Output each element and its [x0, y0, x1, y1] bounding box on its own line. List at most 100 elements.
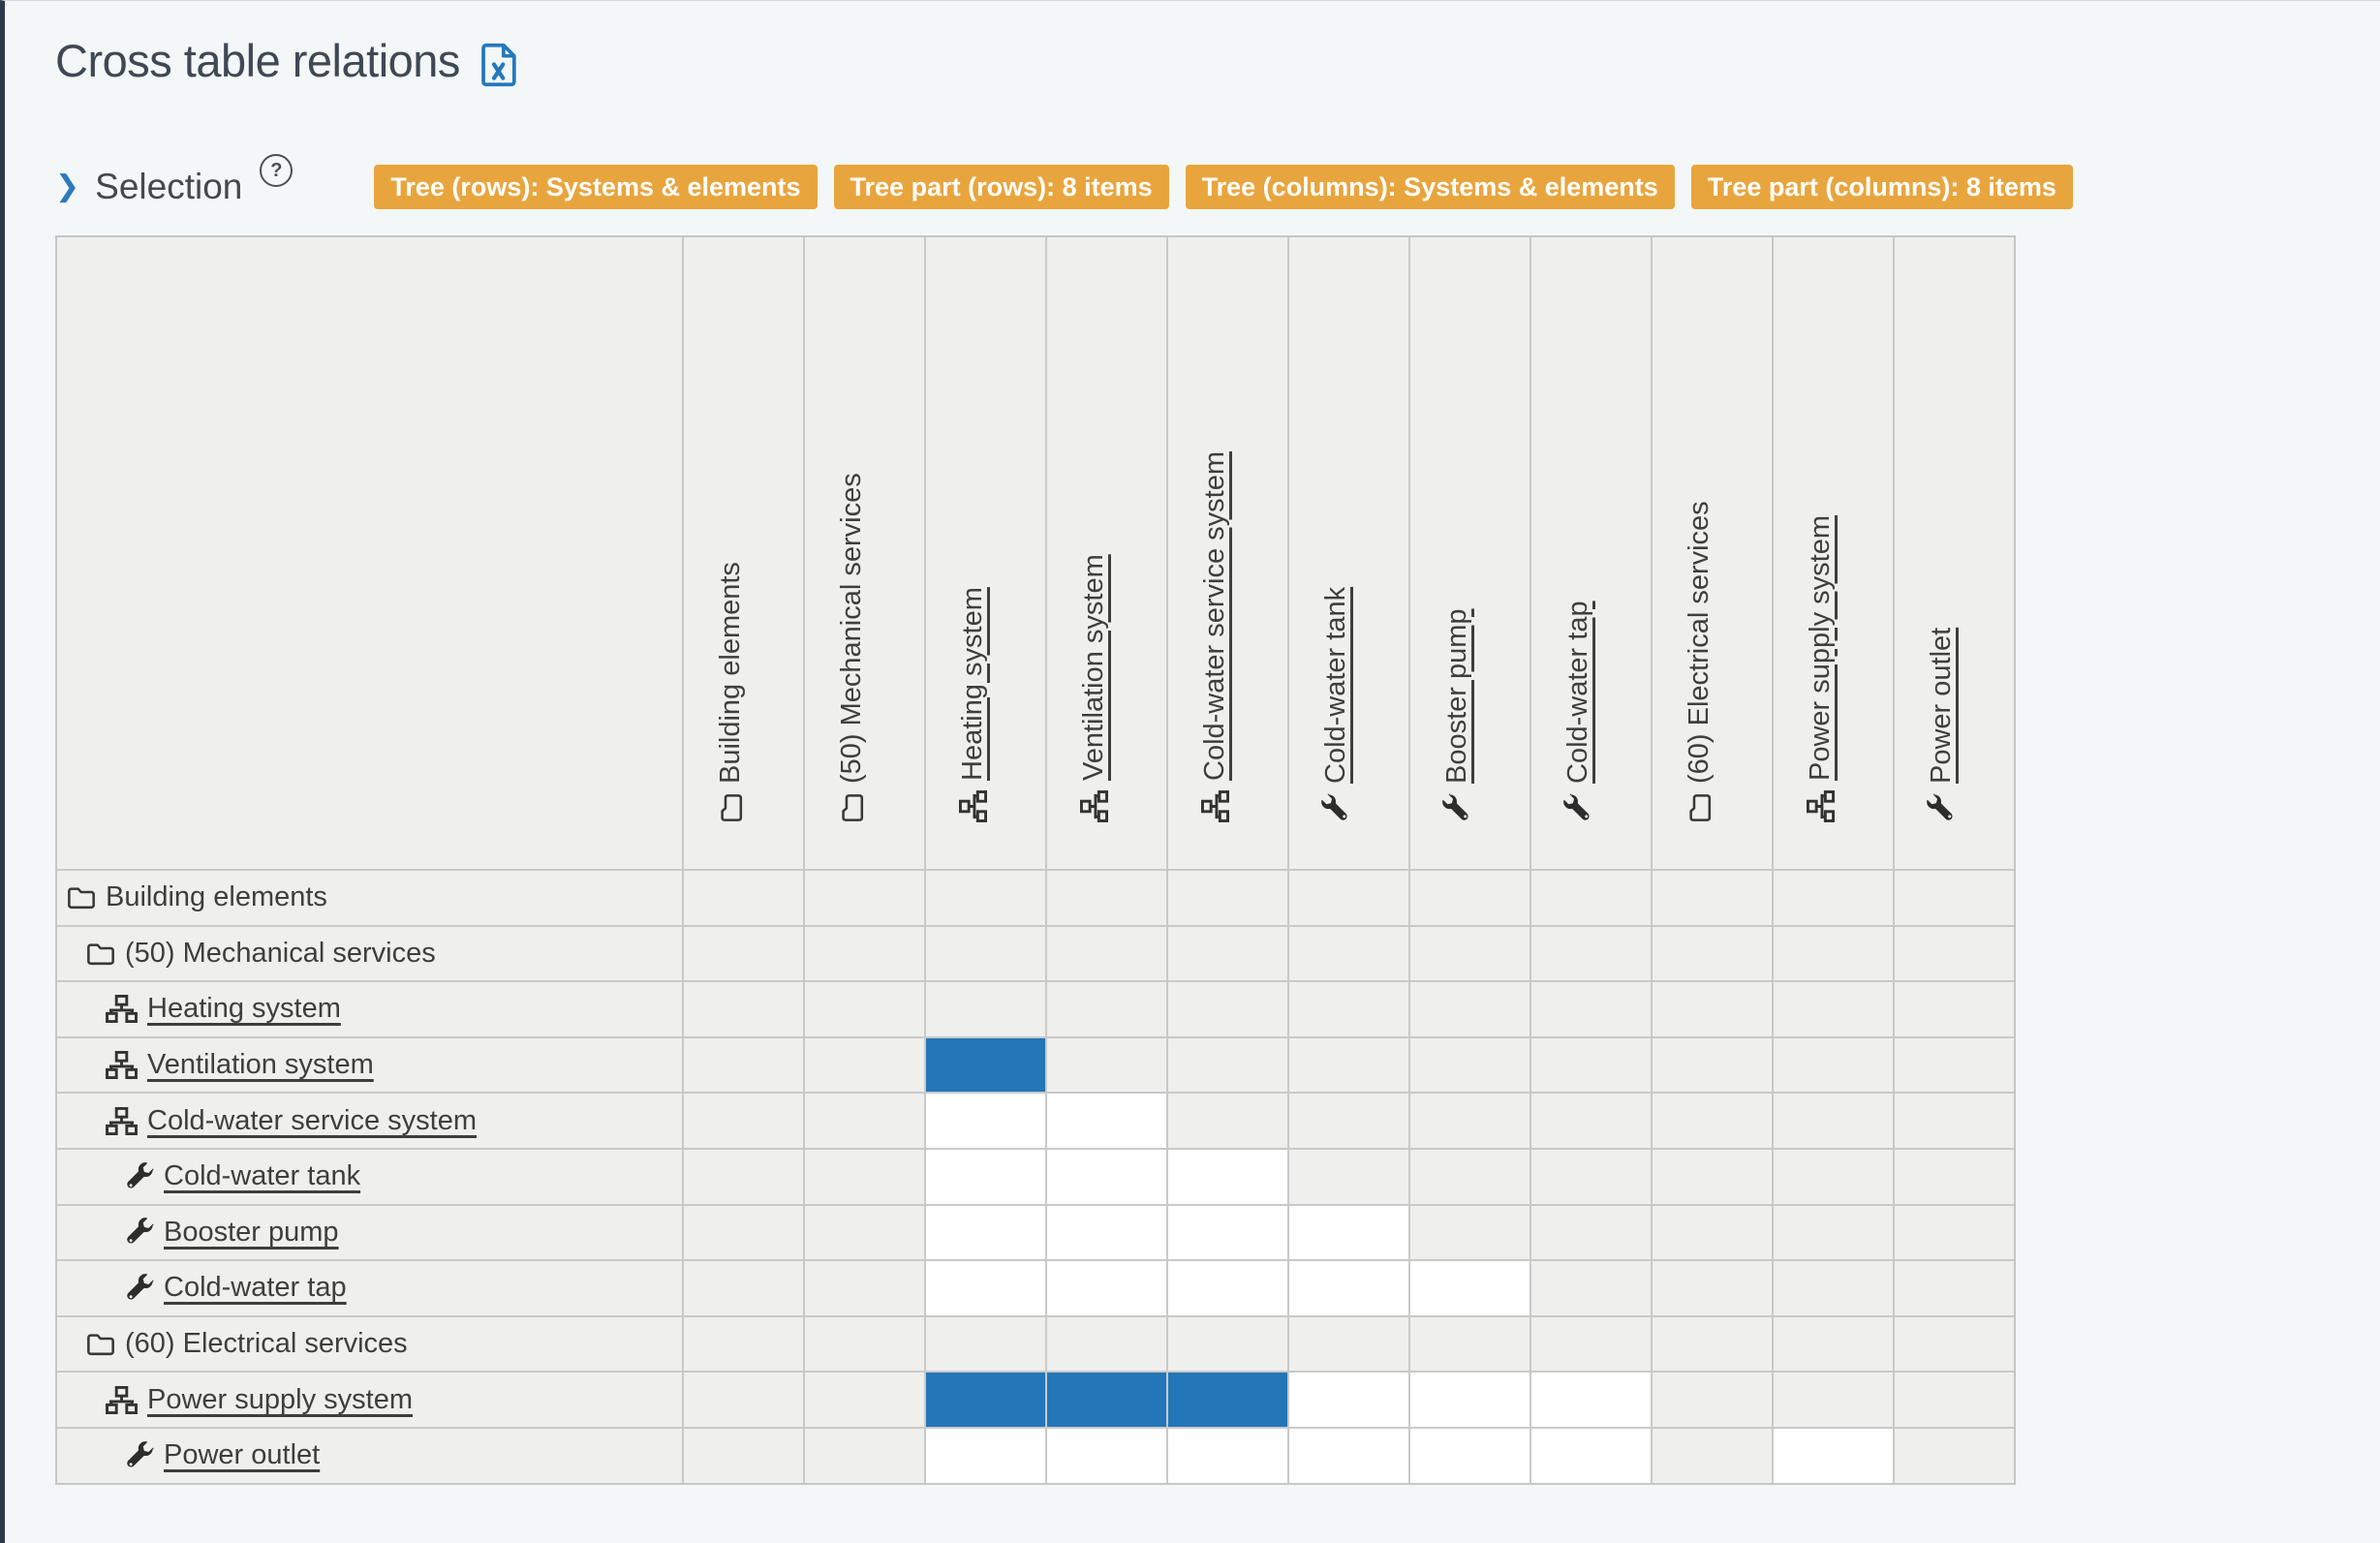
relation-cell-editable[interactable]: [1047, 1205, 1166, 1260]
row-header-label[interactable]: Heating system: [147, 993, 341, 1025]
relation-cell-editable[interactable]: [1168, 1149, 1287, 1204]
question-circle-icon[interactable]: ?: [260, 154, 294, 187]
relation-cell-editable[interactable]: [1168, 1205, 1287, 1260]
relation-cell-disabled: [1410, 1094, 1530, 1148]
wrench-icon: [1926, 793, 1956, 822]
column-header-label[interactable]: Cold-water service system: [1198, 450, 1229, 781]
relation-cell-editable[interactable]: [1289, 1205, 1408, 1260]
relation-cell-disabled: [1774, 1094, 1893, 1148]
sitemap-icon: [106, 1106, 138, 1135]
relation-cell-disabled: [805, 1316, 924, 1372]
relation-cell-disabled: [1895, 871, 2014, 925]
relation-cell-editable[interactable]: [1168, 1261, 1287, 1315]
row-header-cell: Building elements: [57, 871, 682, 925]
relation-cell-editable[interactable]: [1410, 1261, 1530, 1315]
relation-cell-editable[interactable]: [1774, 1428, 1893, 1483]
column-header-cell: (60) Electrical services: [1653, 237, 1772, 869]
relation-cell-selected[interactable]: [926, 1373, 1045, 1427]
badge-tree-part-columns[interactable]: Tree part (columns): 8 items: [1690, 165, 2073, 209]
relation-cell-disabled: [684, 1316, 803, 1372]
relation-cell-disabled: [684, 871, 803, 925]
selection-bar: ❯ Selection ? Tree (rows): Systems & ele…: [55, 154, 2380, 212]
relation-cell-editable[interactable]: [1168, 1428, 1287, 1483]
relation-cell-disabled: [1653, 982, 1772, 1036]
page-title: Cross table relations: [55, 35, 460, 86]
relation-cell-disabled: [1774, 926, 1893, 981]
relation-cell-editable[interactable]: [1289, 1261, 1408, 1315]
column-header-label[interactable]: Cold-water tank: [1319, 586, 1350, 784]
relation-cell-editable[interactable]: [1289, 1428, 1408, 1483]
relation-cell-disabled: [805, 871, 924, 925]
relation-cell-editable[interactable]: [926, 1261, 1045, 1315]
relation-cell-disabled: [1289, 1149, 1408, 1204]
sitemap-icon: [106, 1385, 138, 1414]
relation-cell-editable[interactable]: [1047, 1261, 1166, 1315]
column-header-cell: Building elements: [684, 237, 803, 869]
row-header-label[interactable]: Cold-water service system: [147, 1104, 478, 1136]
column-header-label[interactable]: Cold-water tap: [1561, 601, 1592, 784]
relation-cell-disabled: [684, 1149, 803, 1204]
row-header-label[interactable]: Cold-water tank: [164, 1160, 361, 1192]
export-excel-icon[interactable]: [481, 43, 518, 87]
badge-tree-columns[interactable]: Tree (columns): Systems & elements: [1185, 165, 1675, 209]
row-header-label[interactable]: Power outlet: [164, 1439, 321, 1471]
row-header-label[interactable]: Ventilation system: [147, 1049, 374, 1081]
badge-tree-rows[interactable]: Tree (rows): Systems & elements: [374, 165, 818, 209]
column-header-label[interactable]: Power supply system: [1804, 515, 1835, 781]
relation-cell-editable[interactable]: [926, 1094, 1045, 1148]
relation-cell-disabled: [926, 871, 1045, 925]
relation-cell-editable[interactable]: [1289, 1373, 1408, 1427]
relation-cell-disabled: [1168, 1316, 1287, 1372]
column-header-cell: Cold-water service system: [1168, 237, 1287, 869]
selection-label[interactable]: Selection: [95, 167, 243, 206]
relation-cell-selected[interactable]: [926, 1037, 1045, 1093]
row-header-cell: (60) Electrical services: [57, 1316, 682, 1372]
relation-cell-editable[interactable]: [926, 1205, 1045, 1260]
relation-cell-editable[interactable]: [926, 1149, 1045, 1204]
relation-cell-disabled: [1289, 926, 1408, 981]
row-header-label[interactable]: Cold-water tap: [164, 1272, 347, 1304]
relation-cell-selected[interactable]: [1047, 1373, 1166, 1427]
relation-cell-disabled: [1653, 1261, 1772, 1315]
relation-cell-editable[interactable]: [1531, 1373, 1651, 1427]
relation-cell-editable[interactable]: [1410, 1373, 1530, 1427]
relation-cell-disabled: [1410, 1037, 1530, 1093]
relation-cell-editable[interactable]: [1047, 1428, 1166, 1483]
selection-badges: Tree (rows): Systems & elements Tree par…: [374, 165, 2073, 209]
chevron-right-icon[interactable]: ❯: [55, 170, 80, 202]
relation-cell-editable[interactable]: [926, 1428, 1045, 1483]
relation-cell-disabled: [1531, 871, 1651, 925]
relation-cell-disabled: [1531, 926, 1651, 981]
relation-cell-disabled: [1531, 1149, 1651, 1204]
relation-cell-disabled: [1774, 1261, 1893, 1315]
relation-cell-editable[interactable]: [1047, 1149, 1166, 1204]
row-header-cell: Power supply system: [57, 1373, 682, 1427]
relation-cell-disabled: [926, 1316, 1045, 1372]
row-header-label: Building elements: [106, 881, 327, 913]
relation-cell-disabled: [684, 1205, 803, 1260]
relation-cell-disabled: [1774, 1037, 1893, 1093]
sitemap-icon: [958, 790, 986, 822]
row-header-label[interactable]: Booster pump: [164, 1216, 339, 1248]
row-header-label: (60) Electrical services: [125, 1328, 408, 1360]
relation-cell-disabled: [1531, 1037, 1651, 1093]
relation-cell-editable[interactable]: [1531, 1428, 1651, 1483]
badge-tree-part-rows[interactable]: Tree part (rows): 8 items: [833, 165, 1169, 209]
row-header-label[interactable]: Power supply system: [147, 1383, 413, 1415]
column-header-label: Building elements: [714, 562, 745, 784]
relation-cell-selected[interactable]: [1168, 1373, 1287, 1427]
column-header-label[interactable]: Power outlet: [1925, 627, 1956, 784]
relation-cell-disabled: [1895, 982, 2014, 1036]
relation-cell-editable[interactable]: [1410, 1428, 1530, 1483]
relation-cell-disabled: [926, 982, 1045, 1036]
column-header-cell: Booster pump: [1410, 237, 1530, 869]
relation-cell-editable[interactable]: [1047, 1094, 1166, 1148]
relation-cell-disabled: [805, 1261, 924, 1315]
relation-cell-disabled: [1653, 1428, 1772, 1483]
column-header-label[interactable]: Ventilation system: [1077, 554, 1108, 781]
relation-cell-disabled: [1531, 1094, 1651, 1148]
relation-cell-disabled: [1895, 1037, 2014, 1093]
relation-cell-disabled: [805, 926, 924, 981]
column-header-label[interactable]: Heating system: [956, 587, 987, 781]
column-header-label[interactable]: Booster pump: [1440, 608, 1471, 784]
